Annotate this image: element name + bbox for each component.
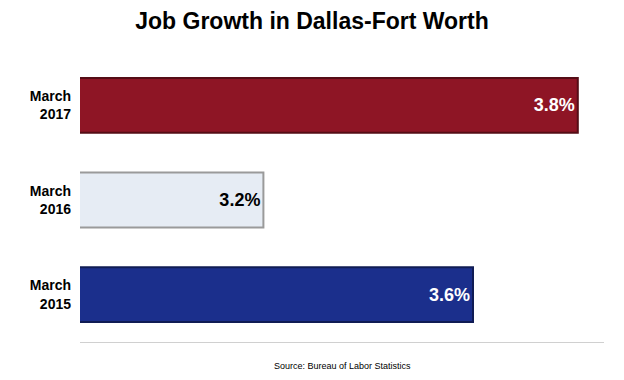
svg-text:Source: Bureau of Labor Statis: Source: Bureau of Labor Statistics [274,361,411,371]
svg-text:March2016: March2016 [30,183,71,217]
svg-text:March2017: March2017 [30,88,71,122]
svg-text:3.2%: 3.2% [219,190,260,210]
svg-text:3.6%: 3.6% [429,285,470,305]
svg-text:Job Growth in Dallas-Fort Wort: Job Growth in Dallas-Fort Worth [135,8,489,34]
svg-text:3.8%: 3.8% [534,95,575,115]
svg-text:March2015: March2015 [30,277,71,311]
